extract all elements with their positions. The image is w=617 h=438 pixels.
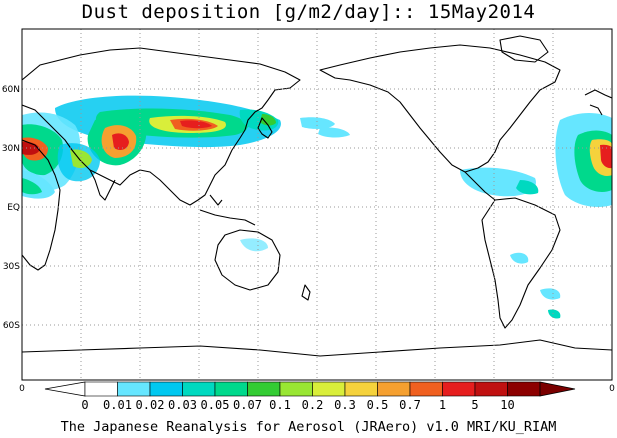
map-frame <box>21 28 613 381</box>
colorbar-tick-label: 0.05 <box>201 398 230 412</box>
colorbar-swatch <box>312 381 346 397</box>
lat-label-60s: 60S <box>3 321 20 331</box>
lat-label-60n: 60N <box>2 85 20 95</box>
colorbar-tick-label: 1 <box>439 398 446 412</box>
colorbar-swatch <box>247 381 281 397</box>
colorbar-swatch <box>117 381 151 397</box>
dust-field <box>22 95 612 319</box>
colorbar-tick-label: 0.1 <box>269 398 291 412</box>
colorbar-tick-label: 0.07 <box>233 398 262 412</box>
lat-label-30s: 30S <box>3 262 20 272</box>
lat-label-eq: EQ <box>7 203 20 213</box>
colorbar-under-arrow <box>44 381 86 397</box>
colorbar-tick-label: 0 <box>81 398 88 412</box>
lon-label-left: 0 <box>19 384 25 394</box>
colorbar-tick-label: 0.01 <box>103 398 132 412</box>
colorbar-tick-label: 0.5 <box>367 398 389 412</box>
credit-line: The Japanese Reanalysis for Aerosol (JRA… <box>60 419 557 435</box>
colorbar-tick-label: 0.7 <box>399 398 421 412</box>
colorbar-swatch <box>344 381 378 397</box>
graticule <box>22 29 612 380</box>
colorbar-swatch <box>409 381 443 397</box>
colorbar-tick-label: 0.3 <box>334 398 356 412</box>
coastlines <box>22 35 612 357</box>
colorbar-swatch <box>377 381 411 397</box>
colorbar: 0 0.01 0.02 0.03 0.05 0.07 0.1 0.2 0.3 0.5 0.7 1 5 10 <box>44 381 576 412</box>
colorbar-swatch <box>279 381 313 397</box>
colorbar-swatch <box>84 381 118 397</box>
colorbar-swatch <box>214 381 248 397</box>
lat-label-30n: 30N <box>2 144 20 154</box>
colorbar-swatch <box>149 381 183 397</box>
colorbar-tick-label: 0.03 <box>168 398 197 412</box>
lon-label-right: 0 <box>609 384 615 394</box>
colorbar-tick-label: 0.2 <box>302 398 324 412</box>
map-title: Dust deposition [g/m2/day]:: 15May2014 <box>81 1 536 23</box>
colorbar-swatch <box>182 381 216 397</box>
colorbar-swatch <box>474 381 508 397</box>
colorbar-tick-label: 10 <box>500 398 514 412</box>
colorbar-swatch <box>507 381 541 397</box>
colorbar-tick-label: 0.02 <box>136 398 165 412</box>
colorbar-swatch <box>442 381 476 397</box>
colorbar-tick-label: 5 <box>471 398 478 412</box>
colorbar-over-arrow <box>539 381 576 397</box>
